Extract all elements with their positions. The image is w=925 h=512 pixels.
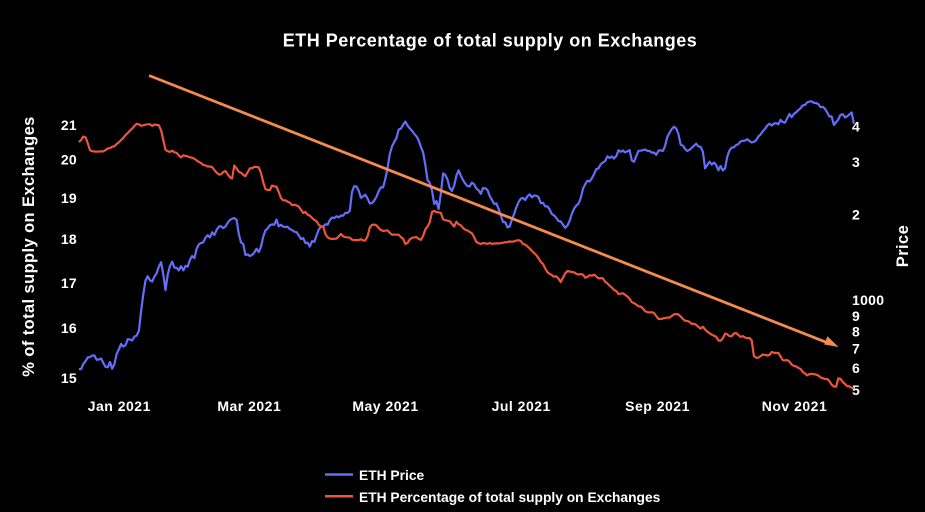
svg-text:Sep 2021: Sep 2021 [625,398,690,414]
svg-text:Nov 2021: Nov 2021 [762,398,827,414]
svg-text:6: 6 [852,360,860,376]
svg-text:ETH Percentage of total supply: ETH Percentage of total supply on Exchan… [359,490,661,505]
svg-text:15: 15 [61,370,77,386]
svg-text:4: 4 [852,119,860,135]
svg-text:ETH Price: ETH Price [359,468,425,483]
svg-text:Jan 2021: Jan 2021 [88,398,151,414]
svg-text:17: 17 [61,275,77,291]
svg-text:9: 9 [852,308,860,324]
svg-text:2: 2 [852,206,860,222]
svg-text:3: 3 [852,154,860,170]
svg-text:20: 20 [61,152,77,168]
svg-text:Price: Price [894,225,912,267]
svg-text:Mar 2021: Mar 2021 [217,398,281,414]
svg-text:19: 19 [61,190,77,206]
svg-text:7: 7 [852,341,860,357]
svg-text:21: 21 [61,117,77,133]
svg-text:Jul 2021: Jul 2021 [492,398,551,414]
svg-text:% of total supply on Exchanges: % of total supply on Exchanges [20,116,38,376]
svg-text:8: 8 [852,323,860,339]
svg-text:ETH Percentage of total supply: ETH Percentage of total supply on Exchan… [283,31,698,51]
svg-text:18: 18 [61,231,77,247]
svg-text:16: 16 [61,320,77,336]
svg-text:5: 5 [852,382,860,398]
svg-text:May 2021: May 2021 [352,398,418,414]
svg-text:1000: 1000 [852,292,884,308]
